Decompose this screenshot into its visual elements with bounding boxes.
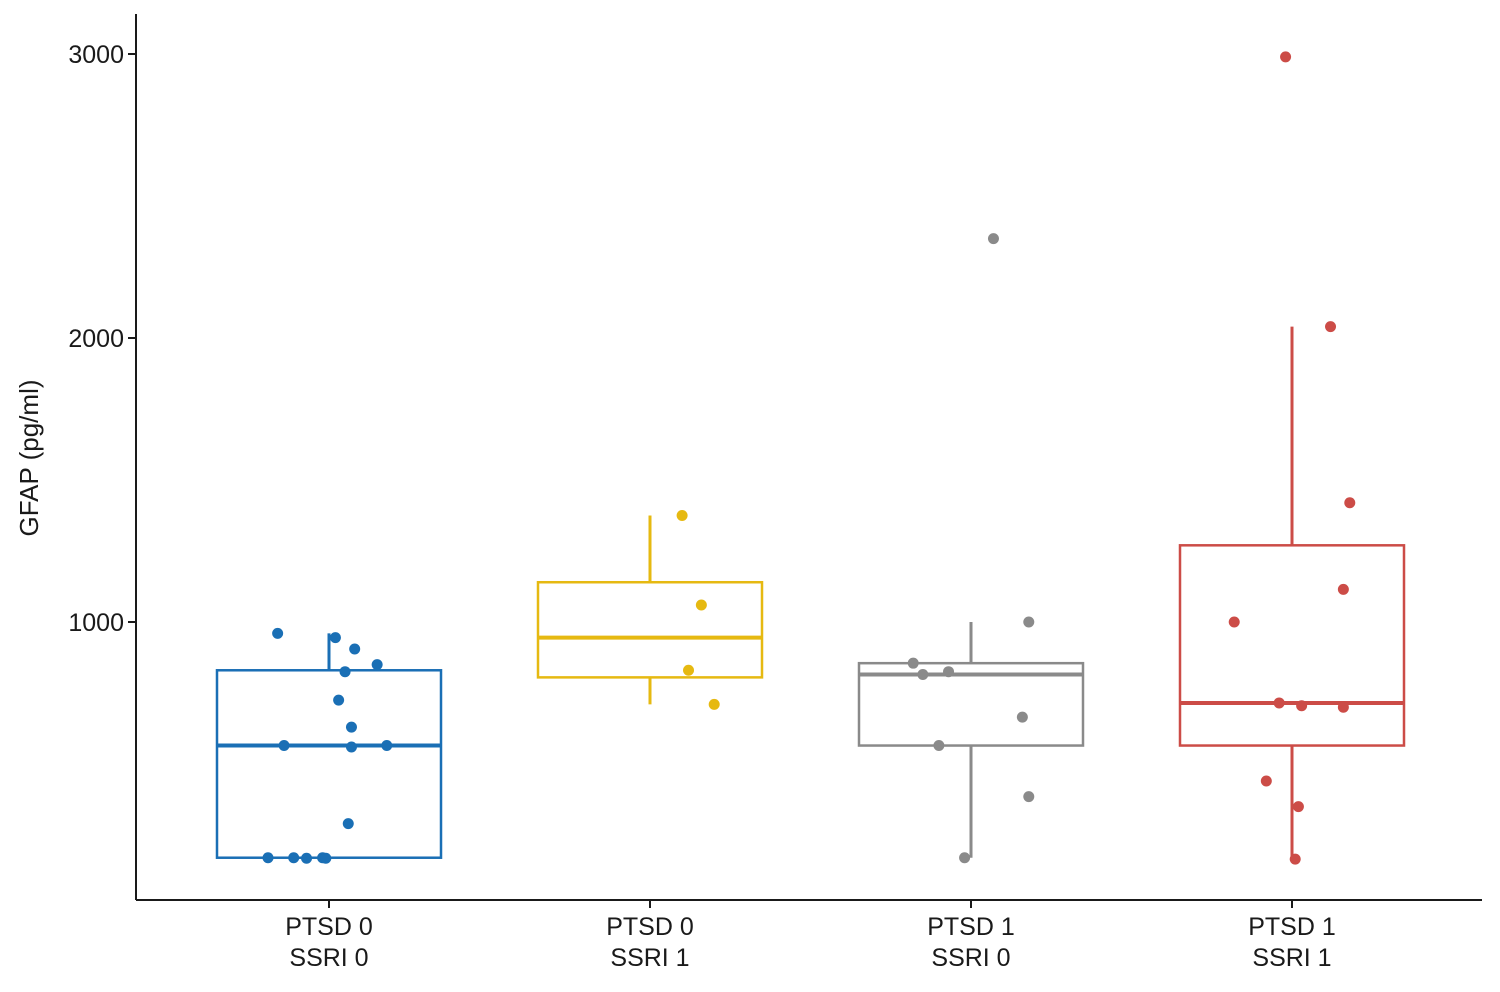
box-group-2 (536, 510, 764, 710)
box-iqr (857, 661, 1085, 747)
data-point (1273, 697, 1285, 709)
y-tick-label: 1000 (68, 609, 124, 637)
data-point (676, 510, 688, 521)
data-point (683, 664, 695, 676)
data-point (320, 852, 332, 864)
data-point (1292, 801, 1304, 813)
data-point (1023, 791, 1035, 803)
data-point (1337, 701, 1349, 713)
data-point (933, 740, 945, 752)
box-group-4 (1178, 51, 1406, 865)
box-iqr (1178, 544, 1406, 747)
x-tick-label-line2: SSRI 1 (1252, 944, 1331, 972)
data-point (987, 233, 999, 245)
box-group-3 (857, 233, 1085, 864)
data-point (329, 632, 341, 644)
data-point (1325, 321, 1337, 333)
data-point (959, 852, 971, 864)
data-point (381, 740, 393, 752)
plot-marks (215, 51, 1406, 865)
x-tick-label-line1: PTSD 0 (606, 913, 694, 941)
data-point (333, 694, 345, 706)
data-point (342, 818, 354, 830)
data-point (278, 740, 290, 752)
data-point (1016, 711, 1028, 723)
data-point (301, 852, 313, 864)
data-point (1289, 853, 1301, 865)
data-point (1228, 616, 1240, 628)
data-point (1296, 700, 1308, 712)
data-point (288, 852, 300, 864)
data-point (1337, 583, 1349, 595)
box-iqr (215, 669, 443, 859)
x-tick-label-line1: PTSD 0 (285, 913, 373, 941)
data-point (1280, 51, 1292, 63)
data-point (272, 627, 284, 639)
y-tick-label: 2000 (68, 325, 124, 353)
box-iqr (536, 580, 764, 679)
data-point (262, 852, 274, 864)
data-point (1344, 497, 1356, 509)
data-point (345, 721, 357, 733)
x-tick-label-line1: PTSD 1 (927, 913, 1015, 941)
data-point (1023, 616, 1035, 628)
x-tick-label-line2: SSRI 1 (610, 944, 689, 972)
x-tick-label-line1: PTSD 1 (1248, 913, 1336, 941)
box-group-1 (215, 627, 443, 864)
x-tick-label-line2: SSRI 0 (931, 944, 1010, 972)
data-point (345, 741, 357, 753)
data-point (339, 666, 351, 678)
data-point (708, 698, 720, 710)
data-point (943, 666, 955, 678)
y-tick-label: 3000 (68, 41, 124, 69)
y-axis-title: GFAP (pg/ml) (14, 379, 44, 536)
data-point (907, 657, 919, 669)
data-point (349, 643, 361, 655)
data-point (371, 659, 383, 671)
axes: 1000 2000 3000 PTSD 0 SSRI 0 PTSD 0 SSRI 1 PTSD… (68, 14, 1482, 972)
data-point (917, 669, 929, 681)
data-point (1260, 775, 1272, 787)
data-point (695, 599, 707, 611)
x-tick-label-line2: SSRI 0 (289, 944, 368, 972)
